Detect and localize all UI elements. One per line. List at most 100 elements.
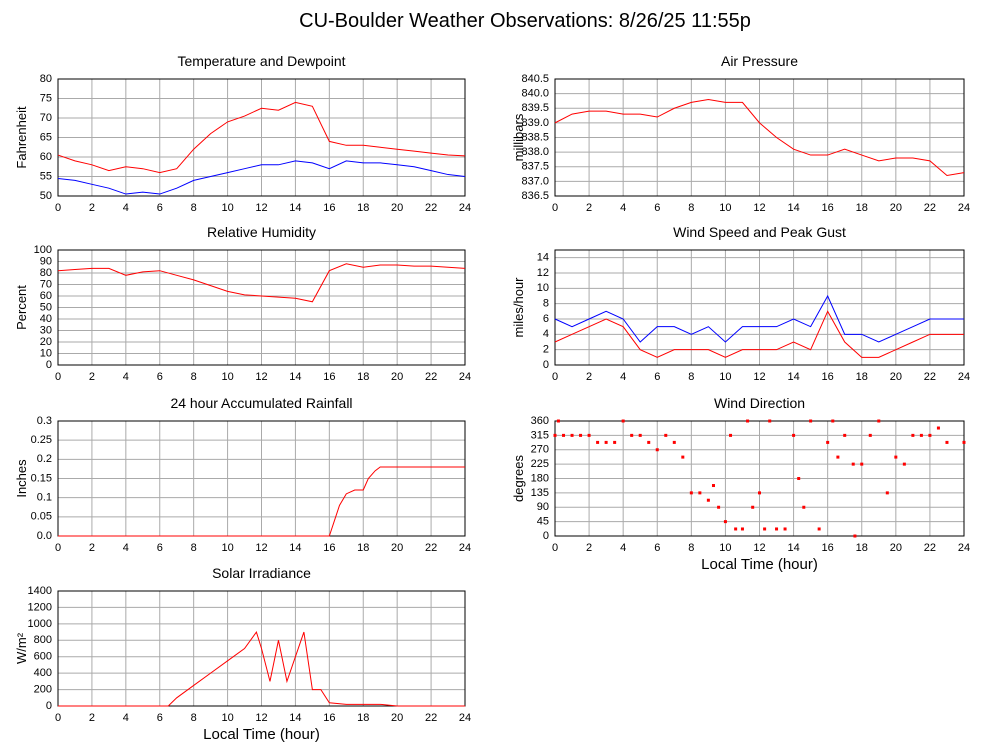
x-tick-label: 24 — [958, 542, 970, 554]
data-point — [853, 534, 857, 538]
x-tick-label: 2 — [89, 202, 95, 214]
y-tick-label: 836.5 — [521, 190, 549, 202]
y-tick-label: 65 — [40, 131, 52, 143]
data-point — [664, 433, 668, 437]
y-tick-label: 270 — [531, 444, 549, 456]
data-point — [877, 419, 881, 423]
data-point — [689, 491, 693, 495]
y-tick-label: 837.0 — [521, 175, 549, 187]
x-tick-label: 20 — [890, 542, 902, 554]
y-tick-label: 90 — [537, 501, 549, 513]
y-axis-label: millibars — [511, 113, 526, 161]
plot-frame — [57, 249, 466, 366]
data-line — [58, 630, 465, 707]
y-tick-label: 60 — [40, 290, 52, 302]
x-tick-label: 22 — [425, 202, 437, 214]
plot-frame — [57, 78, 466, 197]
data-point — [792, 433, 796, 437]
y-tick-label: 0 — [543, 530, 549, 542]
data-point — [797, 477, 801, 480]
data-point — [802, 505, 806, 509]
y-tick-label: 80 — [40, 267, 52, 279]
x-tick-label: 10 — [221, 371, 233, 383]
x-tick-label: 14 — [787, 371, 799, 383]
data-point — [681, 455, 685, 459]
data-point — [868, 433, 872, 437]
y-tick-label: 80 — [40, 73, 52, 85]
x-tick-label: 18 — [856, 371, 868, 383]
y-tick-label: 100 — [34, 244, 52, 256]
y-tick-label: 0.1 — [37, 492, 52, 504]
x-tick-label: 4 — [620, 202, 626, 214]
x-tick-label: 4 — [123, 542, 129, 554]
x-tick-label: 0 — [552, 371, 558, 383]
x-tick-label: 0 — [55, 712, 61, 724]
x-tick-label: 10 — [719, 202, 731, 214]
data-line — [57, 160, 466, 195]
x-tick-label: 18 — [856, 542, 868, 554]
data-line — [57, 263, 466, 303]
x-tick-label: 2 — [89, 542, 95, 554]
x-tick-label: 2 — [586, 542, 592, 554]
data-point — [717, 505, 721, 509]
y-tick-label: 1000 — [28, 618, 52, 630]
y-tick-label: 10 — [537, 282, 549, 294]
data-point — [647, 440, 651, 444]
y-tick-label: 0.2 — [37, 453, 52, 465]
page-title: CU-Boulder Weather Observations: 8/26/25… — [299, 10, 751, 32]
data-point — [860, 462, 864, 466]
x-tick-label: 18 — [357, 202, 369, 214]
x-tick-label: 4 — [123, 371, 129, 383]
x-tick-label: 22 — [425, 371, 437, 383]
y-tick-label: 4 — [543, 328, 549, 340]
plot-frame — [554, 249, 965, 366]
data-point — [723, 520, 727, 524]
x-tick-label: 16 — [323, 202, 335, 214]
data-point — [851, 462, 855, 466]
x-tick-label: 14 — [289, 202, 301, 214]
x-tick-label: 6 — [157, 712, 163, 724]
x-tick-label: 22 — [425, 542, 437, 554]
x-tick-label: 4 — [620, 371, 626, 383]
y-tick-label: 2 — [543, 344, 549, 356]
x-tick-label: 18 — [856, 202, 868, 214]
y-tick-label: 0 — [46, 359, 52, 371]
panel-title: Solar Irradiance — [212, 565, 311, 581]
data-point — [553, 433, 557, 437]
x-tick-label: 12 — [255, 202, 267, 214]
y-tick-label: 1200 — [28, 601, 52, 613]
x-tick-label: 24 — [459, 202, 471, 214]
panel-title: Wind Direction — [714, 395, 805, 411]
y-tick-label: 40 — [40, 313, 52, 325]
y-tick-label: 6 — [543, 313, 549, 325]
data-point — [836, 455, 840, 459]
x-tick-label: 16 — [822, 542, 834, 554]
data-point — [919, 433, 923, 437]
y-tick-label: 0.3 — [37, 415, 52, 427]
y-axis-label: degrees — [511, 455, 526, 502]
data-point — [751, 505, 755, 509]
x-tick-label: 18 — [357, 712, 369, 724]
x-tick-label: 20 — [890, 202, 902, 214]
y-tick-label: 75 — [40, 92, 52, 104]
data-point — [783, 527, 787, 531]
x-tick-label: 16 — [323, 542, 335, 554]
x-tick-label: 20 — [391, 202, 403, 214]
data-point — [817, 527, 821, 531]
data-point — [962, 440, 966, 444]
x-tick-label: 14 — [787, 542, 799, 554]
x-tick-label: 12 — [255, 712, 267, 724]
x-tick-label: 22 — [924, 542, 936, 554]
y-tick-label: 840.0 — [521, 88, 549, 100]
y-tick-label: 840.5 — [521, 73, 549, 85]
x-tick-label: 12 — [255, 542, 267, 554]
data-point — [826, 440, 830, 444]
x-axis-label: Local Time (hour) — [203, 726, 320, 743]
y-tick-label: 0.05 — [31, 511, 52, 523]
x-tick-label: 10 — [221, 542, 233, 554]
x-tick-label: 16 — [323, 712, 335, 724]
y-tick-label: 8 — [543, 298, 549, 310]
x-tick-label: 8 — [688, 371, 694, 383]
x-tick-label: 6 — [157, 202, 163, 214]
